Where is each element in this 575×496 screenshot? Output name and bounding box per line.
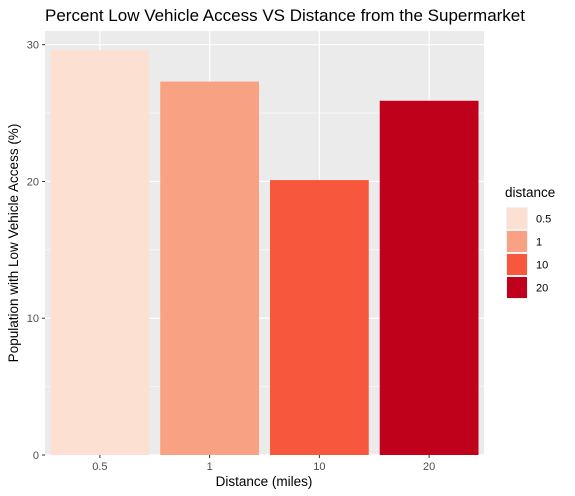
bar-0.5 <box>50 50 150 456</box>
x-axis-title: Distance (miles) <box>216 474 313 489</box>
chart-title: Percent Low Vehicle Access VS Distance f… <box>45 6 525 25</box>
legend-label: 20 <box>536 283 548 295</box>
bar-1 <box>160 81 260 456</box>
y-axis: 0 10 20 30 <box>27 40 45 462</box>
x-axis: 0.5 1 10 20 <box>92 455 435 473</box>
y-tick-label: 30 <box>27 40 39 52</box>
x-tick-label: 0.5 <box>92 461 107 473</box>
x-tick-label: 20 <box>423 461 435 473</box>
legend-label: 10 <box>536 260 548 272</box>
legend-swatch-20 <box>507 277 527 298</box>
bar-10 <box>269 180 369 456</box>
y-tick-label: 0 <box>33 450 39 462</box>
y-tick-label: 10 <box>27 313 39 325</box>
legend-title: distance <box>505 185 555 200</box>
x-tick-label: 1 <box>207 461 213 473</box>
legend: distance 0.5 1 10 20 <box>505 185 555 299</box>
y-tick-label: 20 <box>27 176 39 188</box>
legend-swatch-10 <box>507 254 527 275</box>
bars <box>50 50 479 456</box>
legend-swatch-1 <box>507 231 527 252</box>
y-axis-title: Population with Low Vehicle Access (%) <box>6 124 21 363</box>
legend-label: 0.5 <box>536 214 551 226</box>
legend-swatch-0.5 <box>507 208 527 229</box>
x-tick-label: 10 <box>313 461 325 473</box>
legend-label: 1 <box>536 237 542 249</box>
bar-20 <box>379 100 479 456</box>
